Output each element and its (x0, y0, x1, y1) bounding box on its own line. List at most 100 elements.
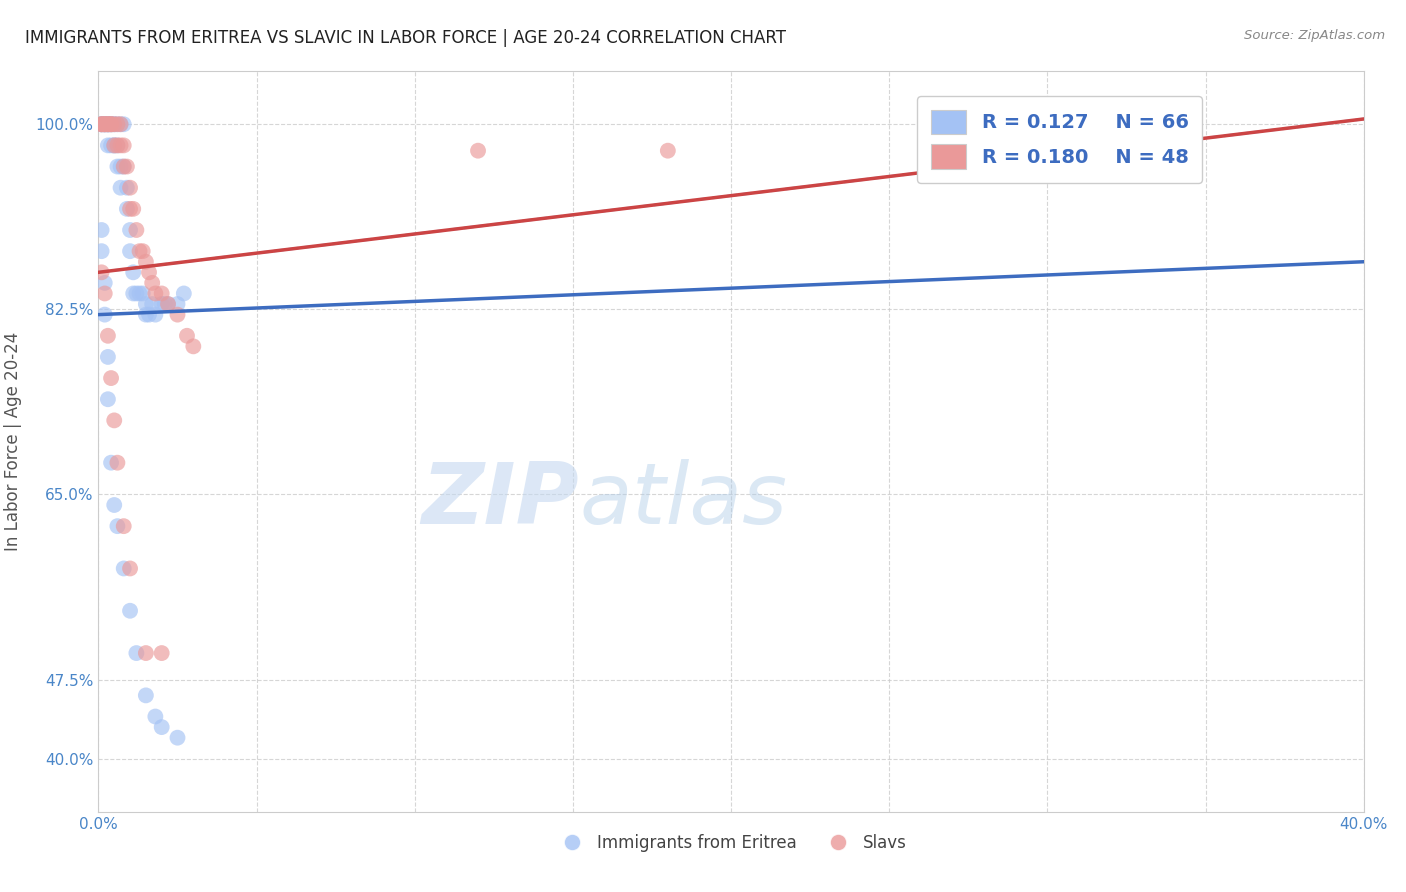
Point (120, 180, 141, 194)
Point (657, 144, 679, 158)
Point (107, 138, 129, 153)
Point (141, 297, 163, 311)
Point (135, 646, 157, 660)
Point (90, 117, 112, 131)
Point (90, 117, 112, 131)
Point (100, 117, 122, 131)
Point (93, 117, 117, 131)
Point (93, 117, 117, 131)
Point (100, 138, 122, 153)
Point (153, 297, 176, 311)
Point (125, 286, 148, 301)
Point (90, 117, 112, 131)
Point (132, 244, 155, 259)
Point (93, 117, 117, 131)
Point (141, 276, 163, 290)
Point (110, 180, 132, 194)
Point (100, 117, 122, 131)
Point (97, 350, 120, 364)
Point (107, 117, 129, 131)
Text: ZIP: ZIP (422, 459, 579, 542)
Point (90, 265, 112, 279)
Point (176, 328, 198, 343)
Point (97, 117, 120, 131)
Point (110, 138, 132, 153)
Point (107, 138, 129, 153)
Point (97, 392, 120, 407)
Point (122, 286, 145, 301)
Legend: Immigrants from Eritrea, Slavs: Immigrants from Eritrea, Slavs (548, 828, 914, 859)
Point (90, 223, 112, 237)
Point (107, 117, 129, 131)
Point (100, 117, 122, 131)
Point (97, 138, 120, 153)
Point (135, 689, 157, 703)
Point (103, 117, 125, 131)
Point (112, 519, 135, 533)
Point (135, 297, 157, 311)
Text: IMMIGRANTS FROM ERITREA VS SLAVIC IN LABOR FORCE | AGE 20-24 CORRELATION CHART: IMMIGRANTS FROM ERITREA VS SLAVIC IN LAB… (25, 29, 786, 46)
Point (97, 117, 120, 131)
Point (97, 117, 120, 131)
Point (103, 138, 125, 153)
Point (122, 265, 145, 279)
Point (93, 117, 117, 131)
Point (90, 117, 112, 131)
Point (145, 709, 166, 723)
Point (97, 117, 120, 131)
Point (103, 117, 125, 131)
Point (112, 561, 135, 575)
Point (125, 223, 148, 237)
Point (166, 731, 188, 745)
Point (93, 286, 117, 301)
Point (135, 308, 157, 322)
Point (120, 604, 141, 618)
Text: atlas: atlas (579, 459, 787, 542)
Point (93, 308, 117, 322)
Point (157, 297, 180, 311)
Point (115, 180, 138, 194)
Point (183, 339, 205, 353)
Point (467, 144, 489, 158)
Point (90, 117, 112, 131)
Point (103, 138, 125, 153)
Point (90, 117, 112, 131)
Point (125, 646, 148, 660)
Point (93, 117, 117, 131)
Point (157, 297, 180, 311)
Point (150, 286, 173, 301)
Point (120, 202, 141, 216)
Point (110, 117, 132, 131)
Point (97, 328, 120, 343)
Point (112, 117, 135, 131)
Point (145, 308, 166, 322)
Point (115, 160, 138, 174)
Point (93, 117, 117, 131)
Point (173, 286, 195, 301)
Point (103, 138, 125, 153)
Point (93, 117, 117, 131)
Point (110, 160, 132, 174)
Point (128, 286, 150, 301)
Point (132, 286, 155, 301)
Point (128, 244, 150, 259)
Point (93, 117, 117, 131)
Point (120, 561, 141, 575)
Point (138, 265, 160, 279)
Point (110, 117, 132, 131)
Point (120, 244, 141, 259)
Point (107, 519, 129, 533)
Point (138, 308, 160, 322)
Point (107, 456, 129, 470)
Point (107, 160, 129, 174)
Point (120, 223, 141, 237)
Point (93, 276, 117, 290)
Point (90, 117, 112, 131)
Point (100, 371, 122, 385)
Point (150, 646, 173, 660)
Point (122, 202, 145, 216)
Point (103, 498, 125, 512)
Point (100, 456, 122, 470)
Point (115, 202, 138, 216)
Point (135, 254, 157, 268)
